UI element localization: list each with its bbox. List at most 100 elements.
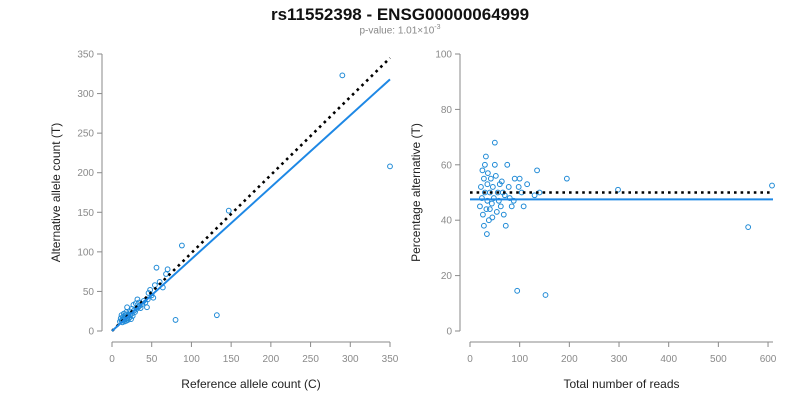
left-data-point [164,266,171,273]
right-data-point [745,224,752,231]
left-data-point [134,296,141,303]
right-x-axis-title: Total number of reads [563,377,679,391]
left-data-point [150,294,157,301]
right-y-tick-label: 0 [446,327,452,338]
left-fit-line [111,78,391,332]
right-data-point [482,161,488,168]
right-data-point [531,192,538,199]
left-x-tick-label: 150 [223,354,240,365]
right-data-point [510,197,517,204]
right-data-point [492,172,499,179]
left-y-tick-label: 50 [83,287,95,298]
left-x-axis-title: Reference allele count (C) [181,377,320,391]
right-data-point [505,184,512,190]
right-data-point [514,287,521,294]
right-x-tick-label: 500 [710,354,727,365]
right-x-tick-label: 0 [467,354,473,365]
right-data-point [524,181,531,188]
left-y-tick-label: 150 [77,208,94,219]
right-data-point [481,175,487,182]
right-data-point [484,197,491,204]
left-x-tick-label: 250 [302,354,319,365]
left-x-tick-label: 200 [263,354,280,365]
left-x-tick-label: 350 [382,354,399,365]
left-data-point [144,296,151,303]
left-data-point [172,317,179,323]
left-data-point [163,271,169,277]
right-data-point [482,153,489,160]
right-data-point [488,200,495,207]
right-y-tick-label: 100 [435,50,452,61]
left-reference-line [111,57,391,332]
right-data-point [487,175,494,182]
right-data-point [483,231,490,237]
left-x-tick-label: 0 [109,354,115,365]
right-x-tick-label: 400 [660,354,677,365]
right-data-point [484,170,491,177]
left-data-point [225,207,232,214]
left-y-tick-label: 300 [77,89,94,100]
chart-subtitle: p-value: 1.01×10-3 [0,24,800,36]
right-x-tick-label: 200 [561,354,578,365]
right-data-point [502,222,509,229]
right-data-point [497,203,504,210]
right-data-point [486,206,493,213]
left-x-tick-label: 300 [342,354,359,365]
right-data-point [508,203,515,210]
right-y-tick-label: 20 [441,271,453,282]
right-data-point [478,184,484,190]
left-data-point [153,264,160,271]
right-data-point [506,195,513,201]
right-data-point [542,292,549,298]
right-data-point [483,206,490,213]
left-y-axis-title: Alternative allele count (T) [49,123,63,262]
right-data-point [516,175,523,182]
right-x-tick-label: 600 [760,354,777,365]
right-data-point [493,208,500,215]
right-data-point [485,217,492,224]
right-data-point [490,195,497,201]
left-x-tick-label: 50 [146,354,158,365]
right-data-point [489,214,496,221]
left-x-tick-label: 100 [183,354,200,365]
pvalue-text: p-value: 1.01×10 [359,25,435,37]
right-data-point [500,211,507,218]
left-data-point [178,242,185,249]
right-x-tick-label: 300 [611,354,628,365]
right-y-tick-label: 80 [441,105,453,116]
right-data-point [479,195,485,201]
right-data-point [480,211,486,218]
right-x-tick-label: 100 [511,354,528,365]
right-data-point [769,182,775,189]
right-data-point [495,197,502,204]
right-data-point [534,167,540,174]
left-y-tick-label: 250 [77,129,94,140]
right-data-point [563,175,570,182]
right-data-point [477,203,483,210]
right-y-tick-label: 40 [441,216,453,227]
scatter-panel-percentage: 0 20 40 60 80 100 0 100 200 300 400 500 600 Total num… [409,50,777,392]
right-data-point [479,167,486,174]
left-data-point [151,282,158,288]
left-data-point [213,312,220,319]
right-y-tick-label: 60 [441,160,453,171]
right-y-axis-title: Percentage alternative (T) [409,123,423,262]
left-data-point [339,72,346,79]
left-y-tick-label: 100 [77,247,94,258]
right-data-point [489,184,496,190]
pvalue-exponent: -3 [434,24,441,31]
right-data-point [491,161,498,168]
right-data-point [498,178,505,185]
right-data-point [491,139,498,146]
right-data-point [504,161,511,168]
right-data-point [520,203,527,210]
right-data-point [481,222,487,229]
right-data-point [511,175,518,182]
left-data-point [144,304,150,311]
left-y-tick-label: 350 [77,50,94,61]
right-data-point [615,186,621,193]
left-data-point [128,316,134,323]
left-y-tick-label: 0 [88,327,94,338]
left-y-tick-label: 200 [77,168,94,179]
